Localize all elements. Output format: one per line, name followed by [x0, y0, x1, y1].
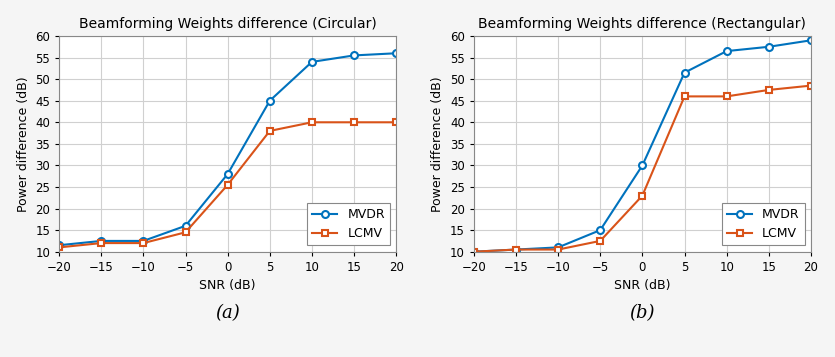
MVDR — [680, 71, 690, 75]
MVDR — [637, 163, 647, 167]
LCMV — [307, 120, 317, 125]
Line: MVDR: MVDR — [56, 50, 400, 249]
LCMV — [139, 241, 149, 245]
LCMV — [391, 120, 401, 125]
X-axis label: SNR (dB): SNR (dB) — [200, 279, 256, 292]
LCMV — [349, 120, 359, 125]
LCMV — [511, 247, 521, 252]
LCMV — [680, 94, 690, 99]
MVDR — [139, 239, 149, 243]
Y-axis label: Power difference (dB): Power difference (dB) — [432, 76, 444, 212]
LCMV — [806, 84, 816, 88]
LCMV — [54, 245, 64, 250]
MVDR — [391, 51, 401, 55]
LCMV — [764, 88, 774, 92]
LCMV — [637, 193, 647, 198]
LCMV — [180, 230, 190, 235]
Line: LCMV: LCMV — [56, 119, 400, 251]
LCMV — [595, 239, 605, 243]
MVDR — [468, 250, 478, 254]
MVDR — [265, 99, 275, 103]
Title: Beamforming Weights difference (Rectangular): Beamforming Weights difference (Rectangu… — [478, 17, 807, 31]
MVDR — [307, 60, 317, 64]
Line: LCMV: LCMV — [470, 82, 814, 255]
MVDR — [806, 38, 816, 42]
X-axis label: SNR (dB): SNR (dB) — [614, 279, 671, 292]
Legend: MVDR, LCMV: MVDR, LCMV — [722, 203, 805, 246]
Line: MVDR: MVDR — [470, 37, 814, 255]
MVDR — [595, 228, 605, 232]
LCMV — [96, 241, 106, 245]
MVDR — [764, 45, 774, 49]
Legend: MVDR, LCMV: MVDR, LCMV — [307, 203, 390, 246]
Title: Beamforming Weights difference (Circular): Beamforming Weights difference (Circular… — [78, 17, 377, 31]
Text: (a): (a) — [215, 305, 240, 322]
MVDR — [349, 53, 359, 57]
Text: (b): (b) — [630, 305, 655, 322]
MVDR — [96, 239, 106, 243]
MVDR — [180, 224, 190, 228]
LCMV — [265, 129, 275, 133]
LCMV — [721, 94, 731, 99]
LCMV — [223, 183, 233, 187]
MVDR — [54, 243, 64, 247]
LCMV — [553, 247, 563, 252]
MVDR — [223, 172, 233, 176]
MVDR — [553, 245, 563, 250]
Y-axis label: Power difference (dB): Power difference (dB) — [17, 76, 30, 212]
MVDR — [511, 247, 521, 252]
LCMV — [468, 250, 478, 254]
MVDR — [721, 49, 731, 53]
